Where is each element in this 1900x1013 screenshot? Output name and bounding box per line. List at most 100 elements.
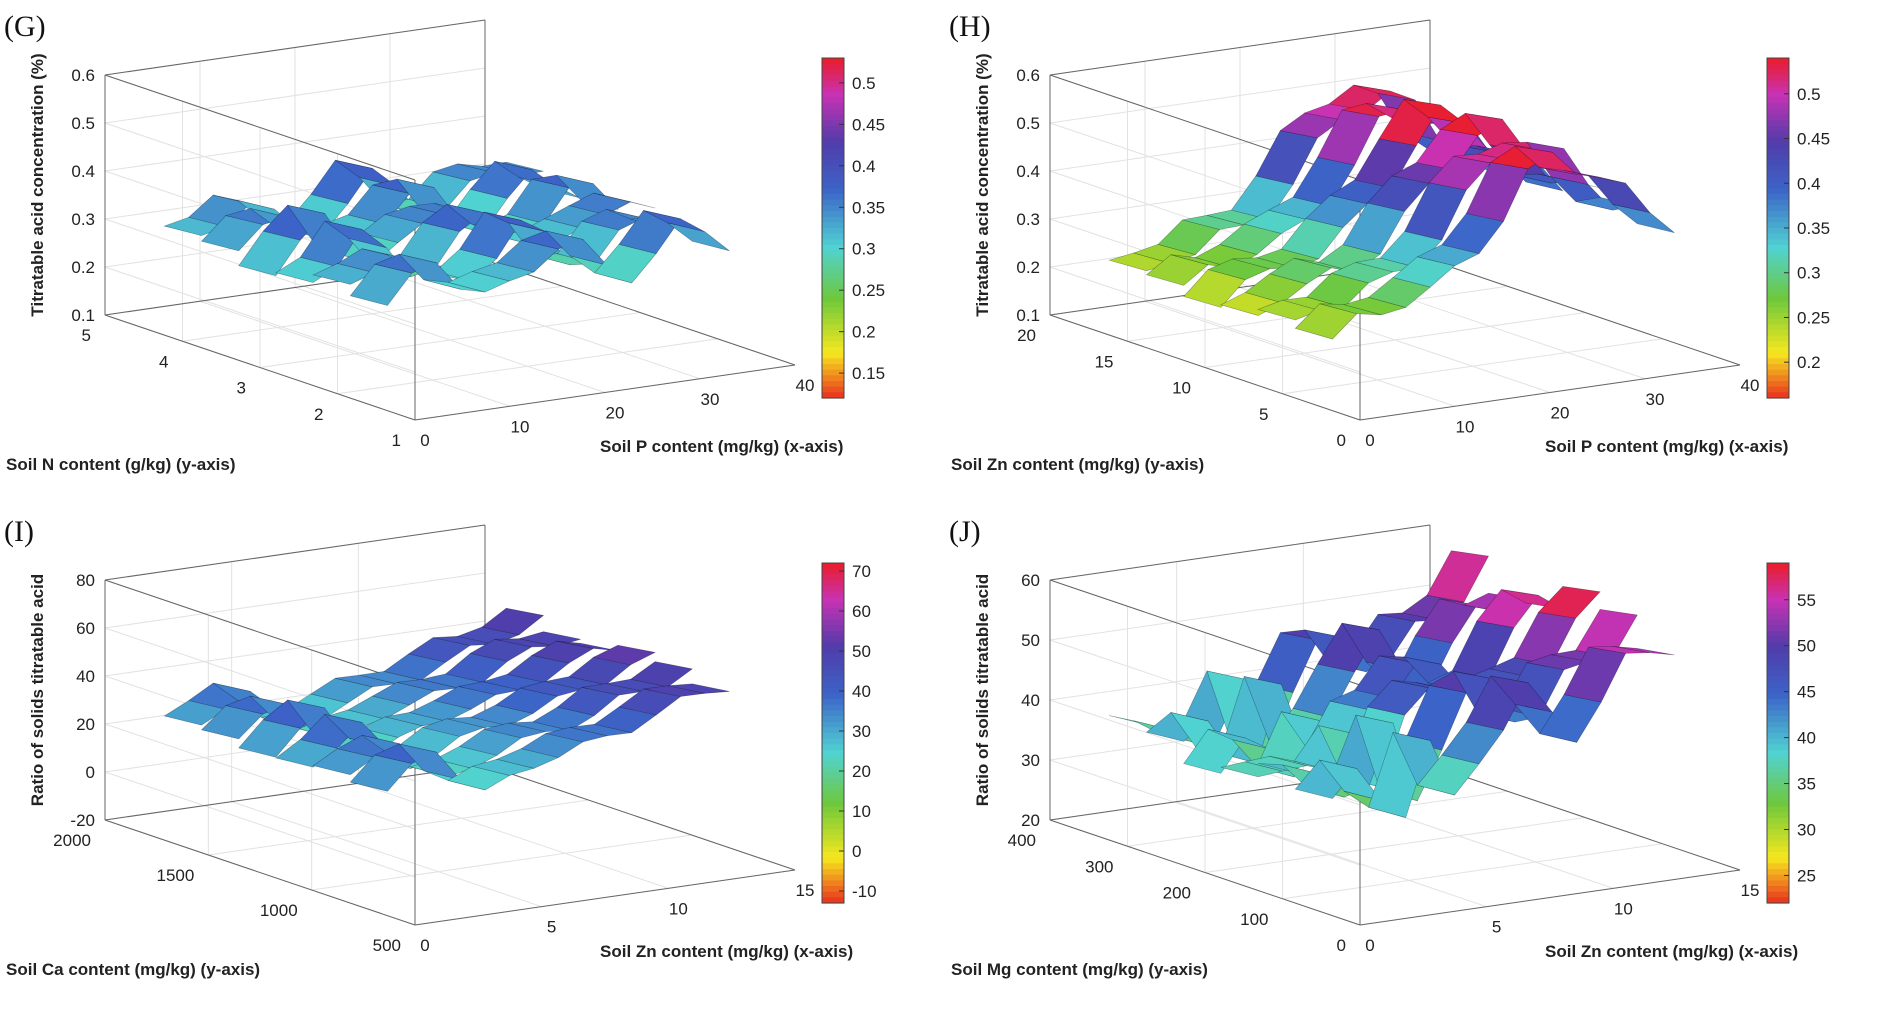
colorbar-segment [822,840,844,847]
colorbar-tick-label: 70 [852,562,871,581]
surface-patch [481,607,545,636]
colorbar-segment [1767,687,1789,694]
colorbar-segment [822,171,844,178]
colorbar-segment [1767,239,1789,246]
colorbar-segment [822,262,844,269]
colorbar-segment [822,812,844,819]
surface-patch [1612,646,1675,656]
z-tick-label: 20 [1021,811,1040,830]
colorbar-segment [1767,245,1789,252]
grid-line [1049,764,1431,926]
z-tick-label: 40 [1021,691,1040,710]
colorbar-segment [1767,69,1789,76]
colorbar-segment [822,92,844,99]
colorbar-segment [1767,352,1789,359]
z-tick-label: 0.4 [71,162,95,181]
colorbar-segment [822,386,844,393]
colorbar-segment [822,307,844,314]
surface-patch [1612,204,1675,234]
colorbar-segment [1767,614,1789,621]
colorbar-tick-label: 0.35 [1797,219,1830,238]
colorbar-segment [822,205,844,212]
surface [1109,550,1675,818]
colorbar-segment [822,619,844,626]
z-tick-label: 50 [1021,631,1040,650]
colorbar-segment [822,284,844,291]
surface-patch [592,644,657,666]
colorbar-segment [822,75,844,82]
colorbar-segment [1767,721,1789,728]
colorbar-segment [1767,699,1789,706]
colorbar-segment [822,602,844,609]
colorbar-segment [822,665,844,672]
colorbar-segment [822,369,844,376]
colorbar-segment [822,806,844,813]
y-axis-label: Soil N content (g/kg) (y-axis) [6,455,236,474]
colorbar-segment [822,631,844,638]
colorbar-segment [822,636,844,643]
z-tick-label: -20 [70,811,95,830]
x-tick-label: 0 [1365,431,1374,450]
colorbar-tick-label: 10 [852,802,871,821]
colorbar-segment [822,676,844,683]
surface [1108,84,1675,340]
z-tick-label: 0.3 [1016,210,1040,229]
colorbar-segment [822,69,844,76]
colorbar-segment [822,194,844,201]
box-edge [1049,314,1361,421]
colorbar-segment [1767,194,1789,201]
colorbar-segment [822,267,844,274]
colorbar-segment [822,177,844,184]
colorbar-segment [1767,182,1789,189]
grid-walls [1049,524,1741,926]
colorbar-segment [1767,386,1789,393]
colorbar-segment [1767,75,1789,82]
colorbar-segment [1767,273,1789,280]
box-edge [104,19,486,76]
colorbar-frame [821,57,845,399]
colorbar-tick-label: 0.25 [852,281,885,300]
box-edge [414,364,796,421]
colorbar-segment [1767,727,1789,734]
colorbar-segment [822,784,844,791]
x-tick-label: 15 [796,881,815,900]
colorbar-segment [1767,114,1789,121]
colorbar-tick-label: 0.4 [852,157,876,176]
x-tick-label: 20 [1551,404,1570,423]
y-tick-label: 1000 [260,901,298,920]
z-tick-label: 40 [76,667,95,686]
y-tick-label: 3 [237,379,246,398]
colorbar-segment [1767,704,1789,711]
colorbar-segment [822,801,844,808]
box-edge [484,764,796,871]
colorbar-segment [1767,574,1789,581]
colorbar-segment [822,670,844,677]
colorbar-segment [1767,597,1789,604]
x-axis-label: Soil Zn content (mg/kg) (x-axis) [600,942,853,961]
box-edge [1429,764,1741,871]
colorbar-segment [822,318,844,325]
colorbar-segment [822,182,844,189]
surface-patch [1539,694,1602,743]
colorbar-segment [822,114,844,121]
colorbar-segment [1767,823,1789,830]
colorbar-segment [1767,874,1789,881]
surface-patch [667,222,730,252]
colorbar-segment [822,772,844,779]
box-edge [1049,819,1361,926]
colorbar-segment [1767,852,1789,859]
colorbar-segment [822,103,844,110]
colorbar-segment [1767,693,1789,700]
colorbar-segment [822,301,844,308]
colorbar-segment [822,233,844,240]
colorbar-frame [1766,562,1790,904]
x-tick-label: 5 [547,918,556,937]
colorbar-segment [1767,829,1789,836]
y-tick-label: 300 [1085,857,1113,876]
x-axis-label: Soil P content (mg/kg) (x-axis) [600,437,843,456]
colorbar-segment [1767,801,1789,808]
colorbar-tick-label: 35 [1797,775,1816,794]
colorbar-segment [822,273,844,280]
colorbar-segment [1767,608,1789,615]
colorbar-tick-label: 40 [852,682,871,701]
